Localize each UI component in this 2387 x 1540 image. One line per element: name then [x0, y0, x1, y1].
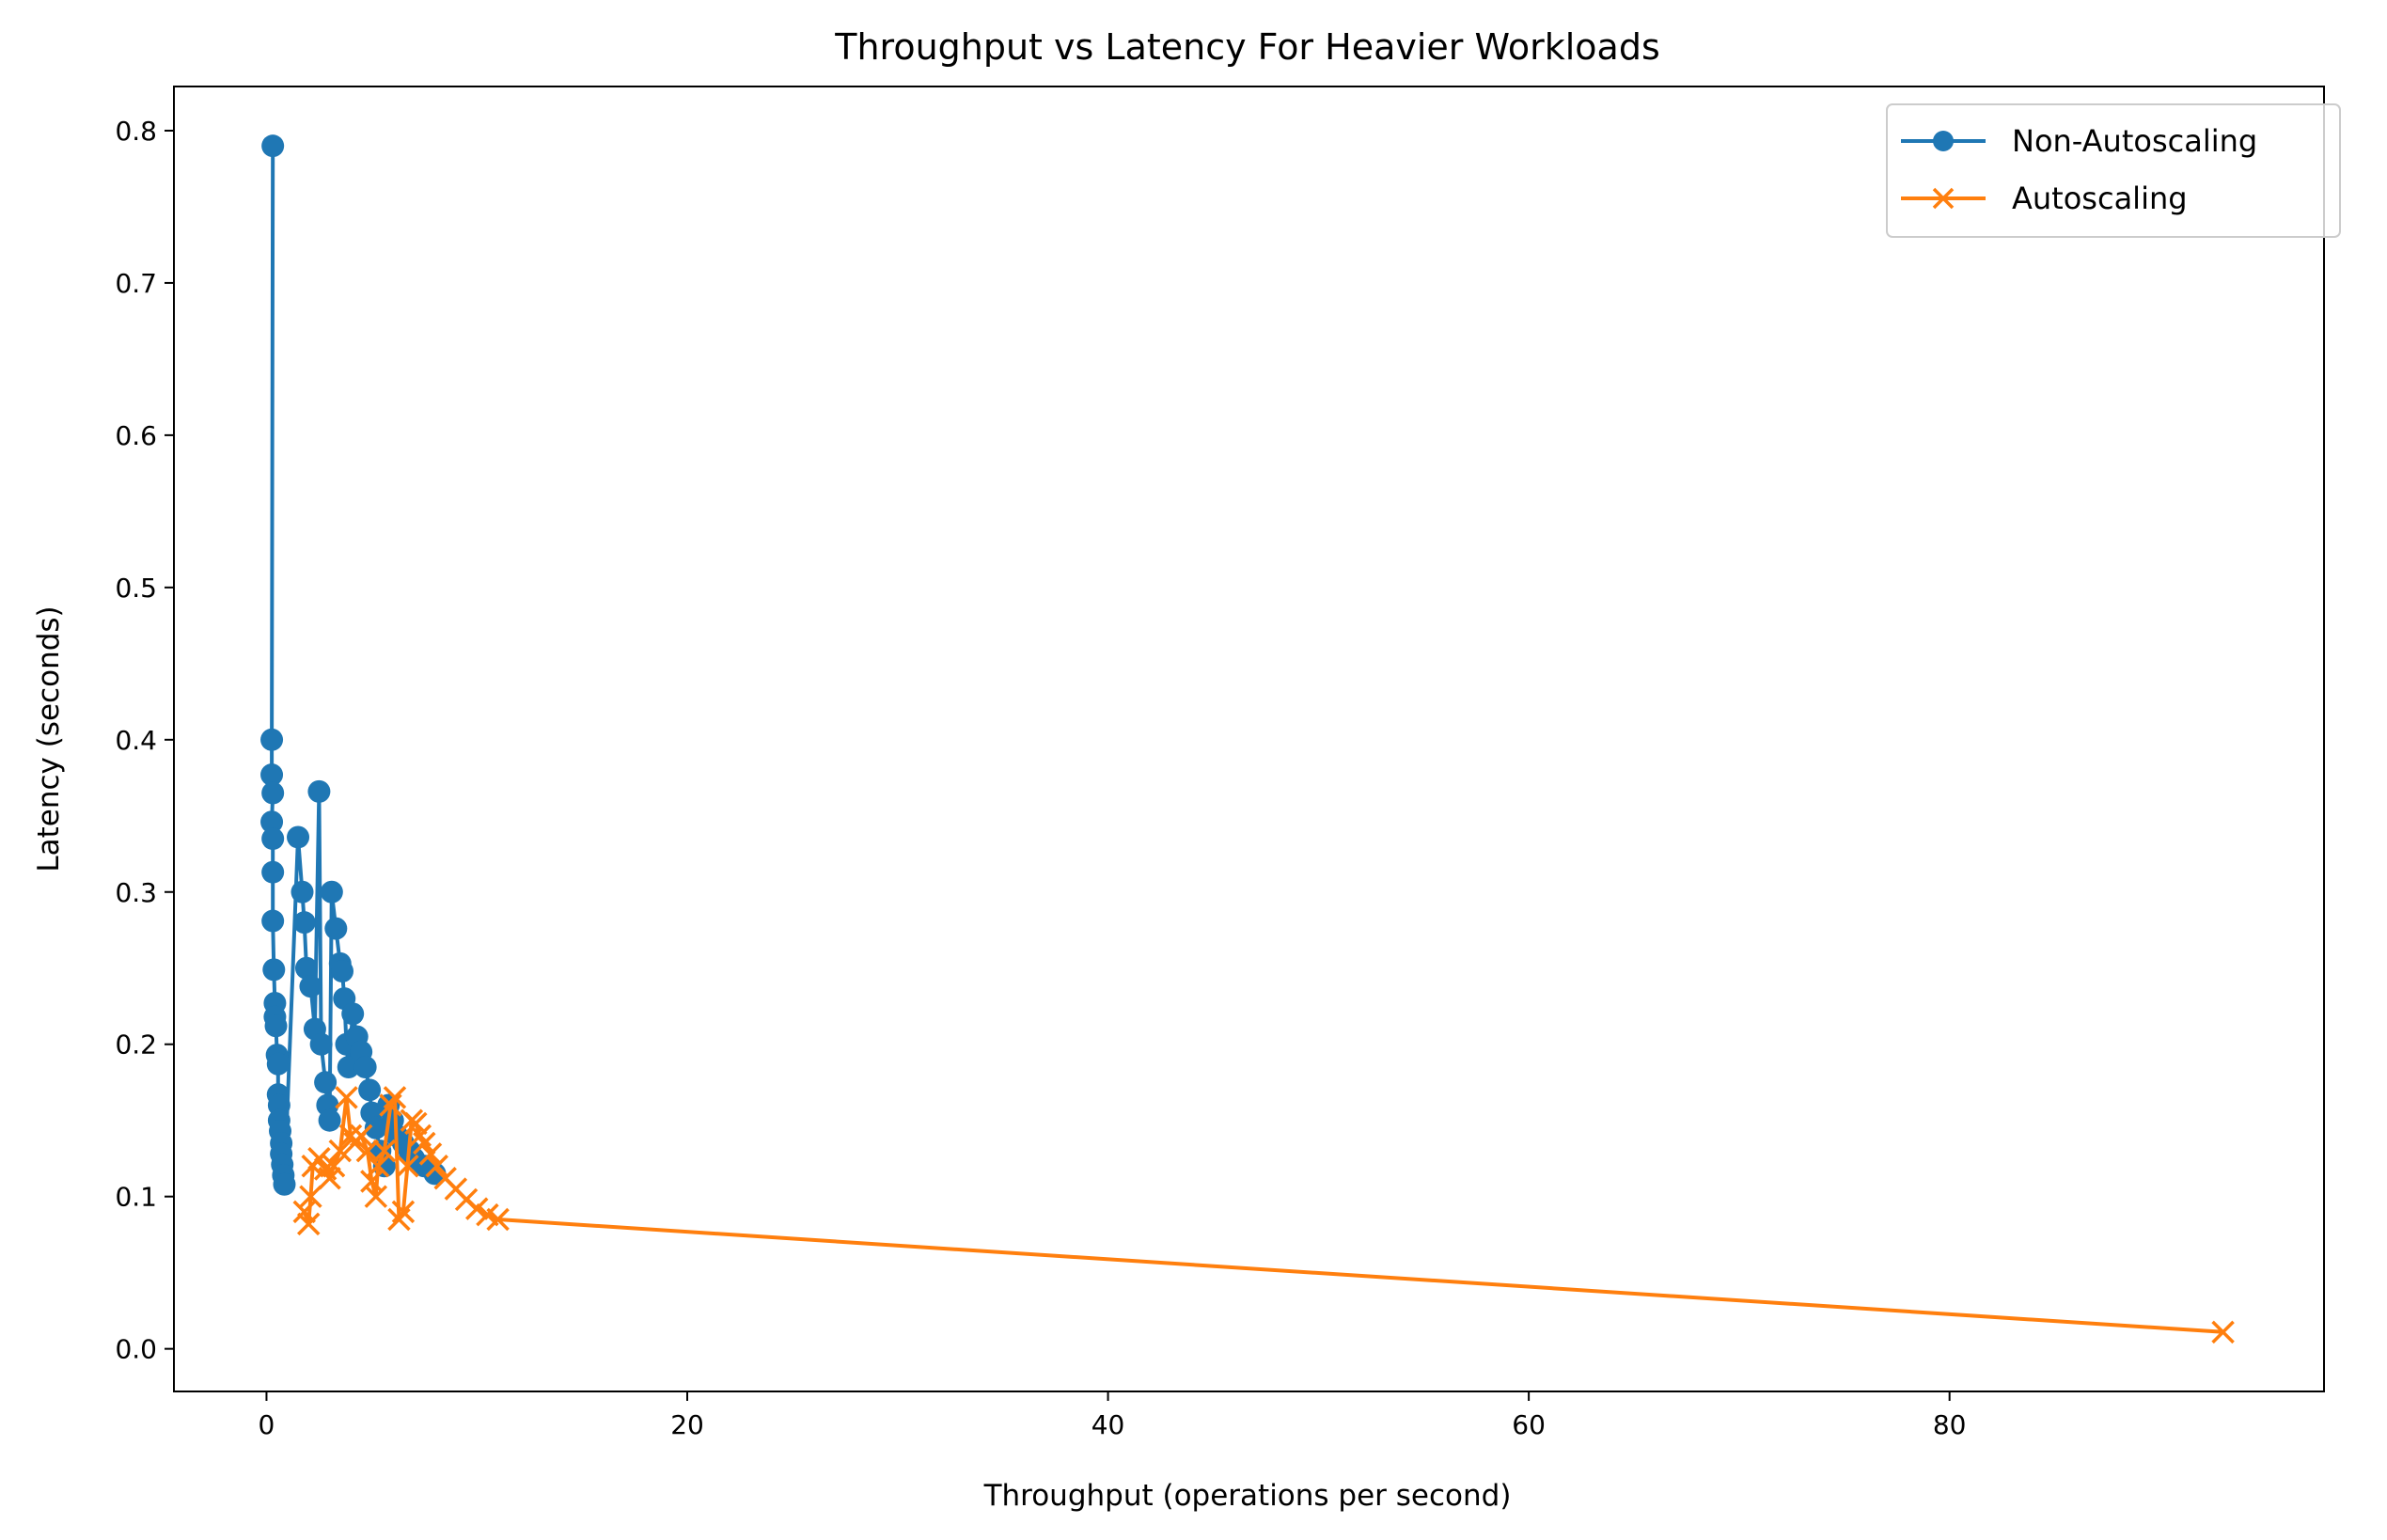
x-tick-label: 60: [1512, 1409, 1546, 1440]
legend-box: [1886, 103, 2341, 238]
y-axis: 0.0 0.1 0.2 0.3 0.4 0.5 0.6 0.7 0.8: [115, 116, 174, 1365]
data-point-autoscaling: [318, 1167, 341, 1190]
data-point-non-autoscaling: [260, 763, 284, 787]
data-point-non-autoscaling: [318, 1108, 341, 1132]
y-tick-label: 0.0: [115, 1334, 157, 1365]
x-axis: 0 20 40 60 80: [259, 1391, 1967, 1440]
y-tick-label: 0.7: [115, 268, 157, 299]
chart-title: Throughput vs Latency For Heavier Worklo…: [834, 26, 1660, 68]
y-tick-label: 0.4: [115, 725, 157, 756]
data-point-non-autoscaling: [320, 880, 343, 904]
data-point-non-autoscaling: [364, 1116, 387, 1139]
legend-label-non-autoscaling: Non-Autoscaling: [2012, 123, 2257, 159]
data-point-autoscaling: [360, 1170, 384, 1193]
y-tick-label: 0.5: [115, 573, 157, 604]
data-point-non-autoscaling: [324, 917, 348, 940]
data-point-autoscaling: [2211, 1320, 2235, 1344]
data-point-autoscaling: [322, 1155, 346, 1178]
data-point-autoscaling: [383, 1086, 407, 1109]
series-layer: [260, 134, 2235, 1344]
x-tick-label: 40: [1091, 1409, 1125, 1440]
data-point-autoscaling: [404, 1111, 428, 1136]
y-tick-label: 0.3: [115, 877, 157, 908]
data-point-non-autoscaling: [309, 1032, 333, 1056]
data-point-non-autoscaling: [273, 1172, 296, 1196]
data-point-autoscaling: [372, 1139, 397, 1163]
data-point-autoscaling: [425, 1155, 448, 1178]
data-point-non-autoscaling: [353, 1056, 377, 1079]
data-point-non-autoscaling: [292, 911, 316, 935]
data-point-autoscaling: [396, 1155, 419, 1178]
data-point-autoscaling: [299, 1185, 322, 1208]
data-point-autoscaling: [349, 1124, 373, 1148]
data-point-non-autoscaling: [331, 959, 354, 982]
data-point-autoscaling: [418, 1142, 443, 1166]
data-point-non-autoscaling: [266, 1052, 290, 1076]
x-axis-label: Throughput (operations per second): [983, 1479, 1512, 1513]
data-point-non-autoscaling: [261, 134, 285, 158]
data-point-non-autoscaling: [261, 909, 285, 933]
data-point-non-autoscaling: [337, 1056, 360, 1079]
y-tick-label: 0.1: [115, 1182, 157, 1213]
data-point-autoscaling: [465, 1197, 489, 1220]
data-point-non-autoscaling: [291, 880, 314, 904]
data-point-non-autoscaling: [314, 1071, 338, 1094]
y-tick-label: 0.8: [115, 116, 157, 147]
data-point-autoscaling: [292, 1200, 316, 1224]
data-point-non-autoscaling: [261, 827, 285, 851]
data-point-autoscaling: [413, 1131, 436, 1155]
data-point-non-autoscaling: [264, 1014, 288, 1038]
data-point-non-autoscaling: [261, 781, 285, 805]
data-point-autoscaling: [307, 1146, 331, 1171]
data-point-non-autoscaling: [307, 779, 331, 803]
data-point-autoscaling: [335, 1086, 358, 1109]
data-point-non-autoscaling: [358, 1078, 382, 1102]
data-point-non-autoscaling: [341, 1002, 365, 1026]
legend-marker-autoscaling: [1932, 187, 1955, 210]
data-point-autoscaling: [296, 1212, 321, 1236]
data-point-non-autoscaling: [261, 860, 285, 884]
data-point-non-autoscaling: [294, 956, 318, 980]
y-tick-label: 0.6: [115, 420, 157, 451]
data-point-non-autoscaling: [299, 975, 322, 998]
legend-marker-non-autoscaling: [1933, 131, 1954, 151]
y-tick-label: 0.2: [115, 1029, 157, 1061]
data-point-autoscaling: [364, 1185, 388, 1208]
data-point-autoscaling: [366, 1155, 390, 1178]
x-tick-label: 80: [1933, 1409, 1967, 1440]
data-point-autoscaling: [328, 1139, 353, 1163]
data-point-autoscaling: [355, 1139, 380, 1163]
data-point-non-autoscaling: [262, 958, 286, 982]
y-axis-label: Latency (seconds): [32, 605, 66, 872]
data-point-non-autoscaling: [260, 728, 284, 751]
legend: Non-Autoscaling Autoscaling: [1886, 103, 2341, 238]
data-point-autoscaling: [486, 1207, 510, 1232]
data-point-autoscaling: [391, 1200, 416, 1224]
plot-area: [260, 134, 2235, 1344]
legend-label-autoscaling: Autoscaling: [2012, 181, 2188, 216]
x-tick-label: 20: [670, 1409, 704, 1440]
data-point-non-autoscaling: [260, 810, 284, 834]
x-tick-label: 0: [259, 1409, 275, 1440]
data-point-non-autoscaling: [287, 825, 310, 849]
